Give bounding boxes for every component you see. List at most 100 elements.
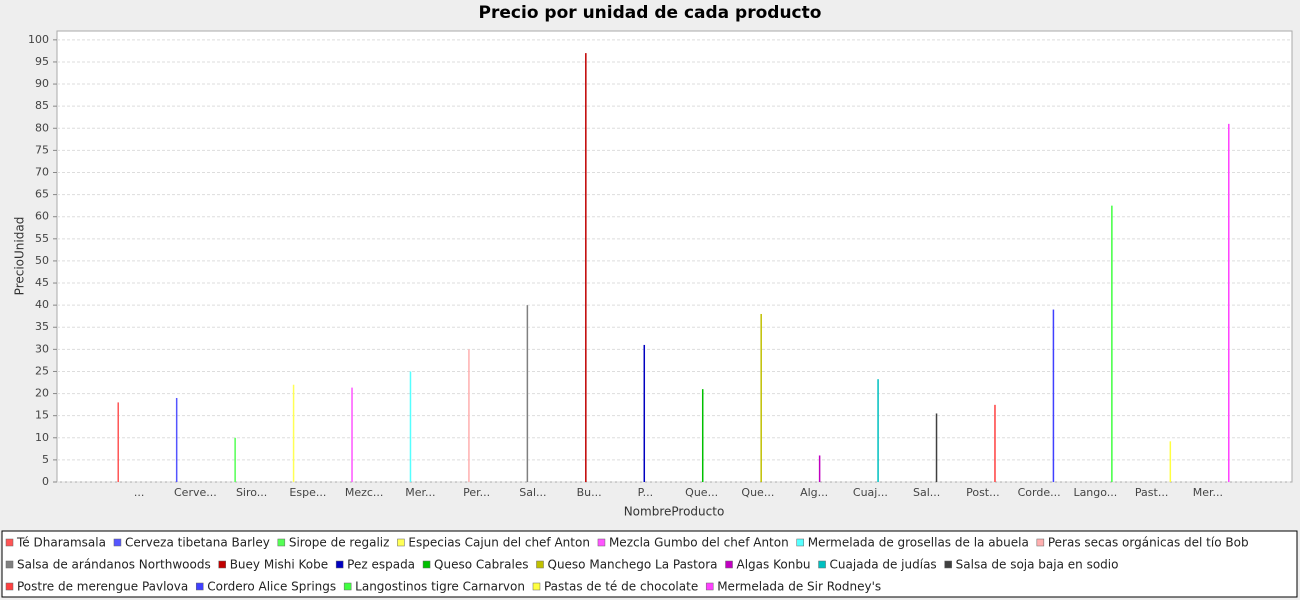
y-tick-label: 35: [35, 320, 49, 333]
legend-label: Sirope de regaliz: [289, 536, 390, 550]
x-tick-label: Espe...: [289, 486, 326, 499]
bar: [117, 402, 119, 482]
bar: [409, 371, 412, 482]
legend-label: Cuajada de judías: [830, 558, 937, 572]
x-tick-label: Que...: [685, 486, 718, 499]
legend-swatch: [796, 538, 804, 547]
legend-swatch: [532, 582, 541, 591]
legend-label: Postre de merengue Pavlova: [17, 580, 188, 594]
legend-swatch: [113, 538, 122, 547]
bar: [1169, 441, 1172, 482]
legend-swatch: [343, 582, 352, 591]
y-tick-label: 65: [35, 188, 49, 201]
bar: [1052, 309, 1055, 482]
y-tick-label: 75: [35, 143, 49, 156]
y-axis-label: PrecioUnidad: [13, 217, 27, 296]
legend-swatch: [335, 560, 344, 569]
x-tick-label: Siro...: [236, 486, 267, 499]
bar: [877, 379, 879, 482]
y-tick-label: 60: [35, 210, 49, 223]
legend-label: Peras secas orgánicas del tío Bob: [1048, 536, 1249, 550]
y-tick-label: 5: [42, 453, 49, 466]
y-tick-label: 70: [35, 165, 49, 178]
x-tick-label: Bu...: [577, 486, 602, 499]
y-tick-label: 80: [35, 121, 49, 134]
x-tick-label: Mezc...: [345, 486, 384, 499]
x-tick-label: ...: [134, 486, 145, 499]
bar: [701, 389, 704, 482]
x-tick-label: Sal...: [519, 486, 546, 499]
x-tick-label: Que...: [741, 486, 774, 499]
plot-area: [56, 30, 1293, 483]
legend-label: Langostinos tigre Carnarvon: [355, 580, 525, 594]
legend-swatch: [536, 560, 544, 569]
x-axis-label: NombreProducto: [624, 505, 725, 519]
legend-swatch: [818, 560, 826, 569]
x-tick-label: Corde...: [1018, 486, 1061, 499]
x-tick-label: Lango...: [1073, 486, 1117, 499]
bar: [1228, 123, 1230, 483]
y-tick-label: 40: [35, 298, 49, 311]
legend-label: Mezcla Gumbo del chef Anton: [609, 536, 789, 550]
legend-box: [1, 530, 1298, 598]
bar: [292, 384, 295, 482]
legend-label: Mermelada de grosellas de la abuela: [808, 536, 1029, 550]
x-tick-label: Post...: [966, 486, 1000, 499]
legend-swatch: [5, 582, 14, 591]
x-tick-label: Per...: [463, 486, 490, 499]
legend-label: Algas Konbu: [737, 558, 811, 572]
x-tick-label: Past...: [1135, 486, 1168, 499]
legend-label: Té Dharamsala: [16, 536, 106, 550]
bar: [234, 437, 236, 482]
x-tick-label: Mer...: [1193, 486, 1223, 499]
y-tick-label: 55: [35, 232, 49, 245]
legend-label: Buey Mishi Kobe: [230, 558, 328, 572]
legend-label: Mermelada de Sir Rodney's: [717, 580, 881, 594]
x-tick-label: Alg...: [800, 486, 828, 499]
legend-swatch: [195, 582, 204, 591]
bar: [468, 349, 470, 482]
bar: [585, 53, 587, 482]
legend-swatch: [1036, 538, 1045, 547]
legend-label: Pastas de té de chocolate: [544, 580, 698, 594]
legend-swatch: [725, 560, 733, 569]
bar: [760, 313, 762, 482]
y-tick-label: 50: [35, 254, 49, 267]
legend-swatch: [397, 538, 405, 547]
legend-swatch: [277, 538, 286, 547]
y-tick-label: 90: [35, 77, 49, 90]
legend-label: Queso Cabrales: [434, 558, 528, 572]
legend-label: Cordero Alice Springs: [207, 580, 336, 594]
x-tick-label: Cerve...: [174, 486, 217, 499]
legend-swatch: [5, 560, 14, 569]
y-tick-label: 15: [35, 409, 49, 422]
bar: [818, 455, 821, 482]
chart-title: Precio por unidad de cada producto: [479, 3, 822, 23]
bar: [175, 397, 178, 482]
legend-label: Queso Manchego La Pastora: [548, 558, 718, 572]
legend-swatch: [944, 560, 952, 569]
bar: [1111, 205, 1113, 482]
legend-swatch: [705, 582, 714, 591]
legend-label: Salsa de soja baja en sodio: [956, 558, 1119, 572]
x-tick-label: Cuaj...: [853, 486, 888, 499]
y-tick-label: 0: [42, 475, 49, 488]
y-tick-label: 100: [28, 33, 49, 46]
y-tick-label: 25: [35, 364, 49, 377]
x-tick-label: Mer...: [405, 486, 435, 499]
y-tick-label: 20: [35, 387, 49, 400]
legend-swatch: [422, 560, 431, 569]
y-tick-label: 45: [35, 276, 49, 289]
bar: [351, 387, 353, 482]
bar: [526, 305, 529, 482]
bar: [643, 344, 646, 482]
legend-label: Cerveza tibetana Barley: [125, 536, 270, 550]
bar: [994, 404, 996, 482]
x-tick-label: P...: [638, 486, 653, 499]
bar: [935, 413, 938, 482]
legend-swatch: [218, 560, 226, 569]
y-tick-label: 10: [35, 431, 49, 444]
legend-label: Pez espada: [347, 558, 415, 572]
y-tick-label: 30: [35, 342, 49, 355]
